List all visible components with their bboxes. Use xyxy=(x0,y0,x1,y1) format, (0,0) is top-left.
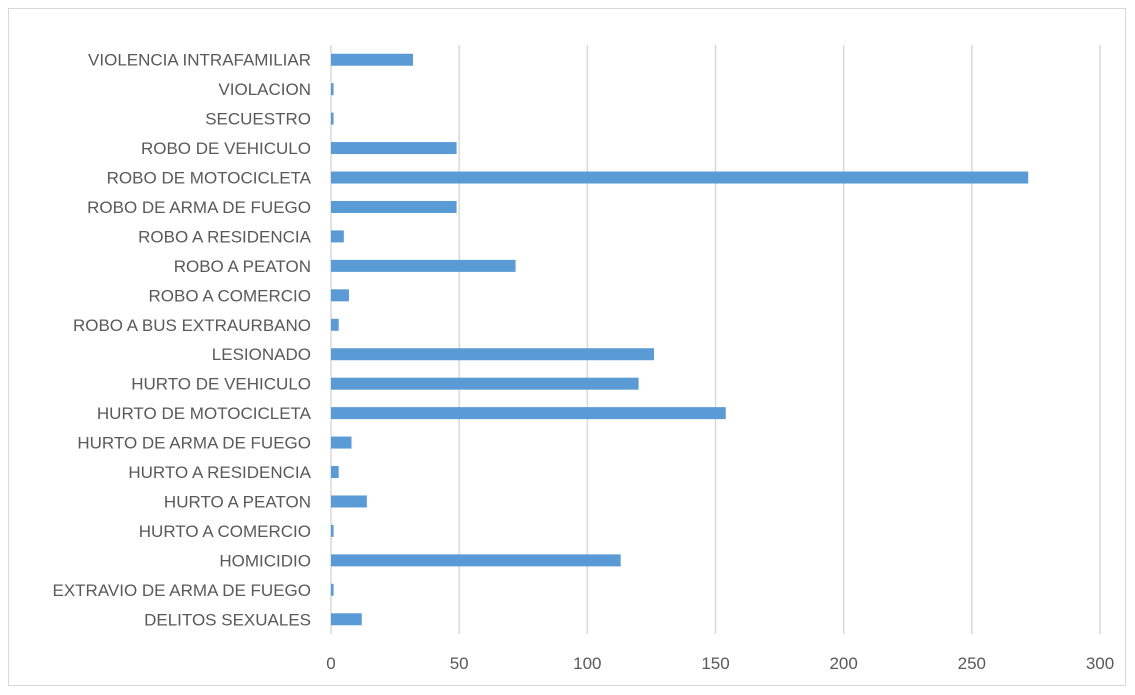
category-label: SECUESTRO xyxy=(205,110,311,129)
bar xyxy=(331,318,339,331)
x-tick-label: 0 xyxy=(326,654,335,673)
bar xyxy=(331,230,344,243)
bar xyxy=(331,524,334,537)
bar xyxy=(331,554,621,567)
category-label: HURTO DE MOTOCICLETA xyxy=(97,404,312,423)
bar xyxy=(331,495,367,508)
category-label: HURTO DE ARMA DE FUEGO xyxy=(77,434,311,453)
category-label: ROBO DE MOTOCICLETA xyxy=(107,169,312,188)
category-label: HURTO DE VEHICULO xyxy=(131,375,311,394)
x-tick-label: 250 xyxy=(958,654,986,673)
category-label: LESIONADO xyxy=(212,345,311,364)
bar xyxy=(331,142,457,155)
bar xyxy=(331,171,1029,184)
category-label: ROBO A BUS EXTRAURBANO xyxy=(73,316,311,335)
category-label: HURTO A PEATON xyxy=(164,492,311,511)
category-label: ROBO DE ARMA DE FUEGO xyxy=(87,198,311,217)
bar xyxy=(331,289,349,302)
category-label: HURTO A RESIDENCIA xyxy=(128,463,311,482)
bar xyxy=(331,466,339,479)
category-label: ROBO A COMERCIO xyxy=(149,286,311,305)
x-tick-label: 200 xyxy=(829,654,857,673)
category-label: DELITOS SEXUALES xyxy=(144,610,311,629)
bar xyxy=(331,83,334,96)
chart-frame xyxy=(8,8,1126,686)
category-label: ROBO A RESIDENCIA xyxy=(138,227,312,246)
bar xyxy=(331,583,334,596)
x-tick-label: 100 xyxy=(573,654,601,673)
category-label: ROBO DE VEHICULO xyxy=(141,139,311,158)
category-label: VIOLENCIA INTRAFAMILIAR xyxy=(88,51,311,70)
x-tick-label: 50 xyxy=(450,654,469,673)
bar xyxy=(331,112,334,125)
category-label: EXTRAVIO DE ARMA DE FUEGO xyxy=(52,581,311,600)
category-label: ROBO A PEATON xyxy=(174,257,311,276)
bar xyxy=(331,348,654,361)
bar xyxy=(331,436,352,449)
bar xyxy=(331,377,639,390)
category-label: HOMICIDIO xyxy=(219,551,311,570)
bar xyxy=(331,613,362,626)
x-tick-label: 150 xyxy=(701,654,729,673)
x-tick-label: 300 xyxy=(1086,654,1114,673)
category-label: VIOLACION xyxy=(218,80,311,99)
bar xyxy=(331,407,726,420)
bar xyxy=(331,53,414,66)
bar xyxy=(331,200,457,213)
category-label: HURTO A COMERCIO xyxy=(139,522,311,541)
bar xyxy=(331,259,516,272)
